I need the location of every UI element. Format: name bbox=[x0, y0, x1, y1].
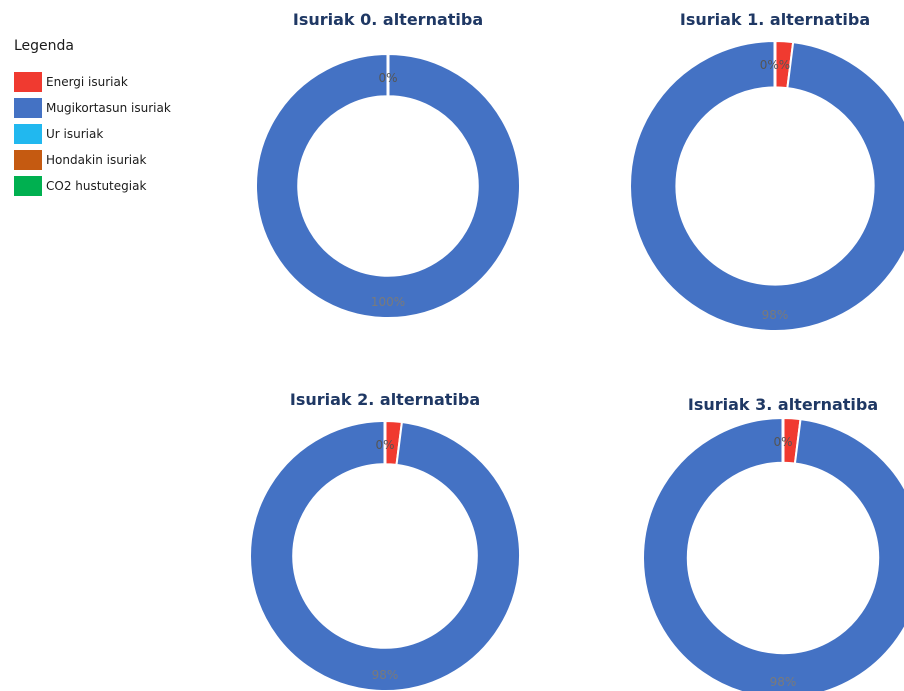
chart-title: Isuriak 3. alternatiba bbox=[688, 395, 878, 414]
small-slice-label: 0% bbox=[773, 435, 792, 449]
legend-label: Ur isuriak bbox=[46, 127, 104, 141]
legend-swatch bbox=[14, 72, 42, 92]
donut-chart: Isuriak 1. alternatiba 0%% 98% bbox=[629, 10, 904, 332]
legend-swatch bbox=[14, 98, 42, 118]
legend-item: Energi isuriak bbox=[14, 69, 171, 95]
main-slice-label: 98% bbox=[762, 308, 789, 322]
small-slice-label: 0% bbox=[378, 71, 397, 85]
chart-title: Isuriak 2. alternatiba bbox=[290, 390, 480, 409]
legend-label: Energi isuriak bbox=[46, 75, 128, 89]
legend-swatch bbox=[14, 150, 42, 170]
legend-item: CO2 hustutegiak bbox=[14, 173, 171, 199]
donut-slice bbox=[248, 419, 521, 691]
donut-chart: Isuriak 2. alternatiba 0% 98% bbox=[248, 390, 521, 691]
donut-chart: Isuriak 0. alternatiba 0% 100% bbox=[255, 10, 521, 319]
legend-swatch bbox=[14, 124, 42, 144]
chart-title: Isuriak 1. alternatiba bbox=[680, 10, 870, 29]
donut-slice bbox=[255, 52, 521, 319]
legend: Legenda Energi isuriak Mugikortasun isuri… bbox=[14, 38, 171, 199]
chart-title: Isuriak 0. alternatiba bbox=[293, 10, 483, 29]
main-slice-label: 98% bbox=[372, 668, 399, 682]
donut-slice bbox=[629, 39, 904, 332]
small-slice-label: 0%% bbox=[760, 58, 790, 72]
legend-item: Mugikortasun isuriak bbox=[14, 95, 171, 121]
main-slice-label: 98% bbox=[770, 675, 797, 689]
donut-chart: Isuriak 3. alternatiba 0% 98% bbox=[642, 395, 904, 691]
small-slice-label: 0% bbox=[375, 438, 394, 452]
legend-items: Energi isuriak Mugikortasun isuriak Ur isu… bbox=[14, 69, 171, 199]
legend-label: Hondakin isuriak bbox=[46, 153, 147, 167]
legend-title: Legenda bbox=[14, 38, 75, 54]
legend-swatch bbox=[14, 176, 42, 196]
donut-slice bbox=[642, 416, 904, 691]
main-slice-label: 100% bbox=[371, 295, 405, 309]
legend-item: Hondakin isuriak bbox=[14, 147, 171, 173]
legend-item: Ur isuriak bbox=[14, 121, 171, 147]
legend-label: Mugikortasun isuriak bbox=[46, 101, 171, 115]
legend-label: CO2 hustutegiak bbox=[46, 179, 147, 193]
